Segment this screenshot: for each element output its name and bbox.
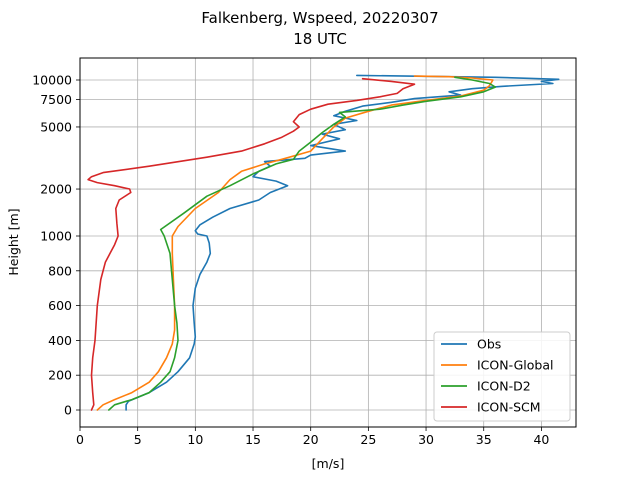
x-tick-label: 25 xyxy=(360,432,376,447)
x-tick-label: 10 xyxy=(187,432,203,447)
legend-entry-label: ICON-SCM xyxy=(477,400,541,415)
x-tick-label: 35 xyxy=(476,432,492,447)
series-line-icon-scm xyxy=(87,77,416,411)
chart-subtitle: 18 UTC xyxy=(293,30,347,48)
grid xyxy=(79,58,576,427)
y-axis-label: Height [m] xyxy=(6,208,21,275)
y-tick-label: 200 xyxy=(48,368,72,383)
y-tick-label: 0 xyxy=(64,403,72,418)
y-tick-label: 400 xyxy=(48,333,72,348)
legend-entry-label: ICON-Global xyxy=(477,358,553,373)
legend-entry-label: Obs xyxy=(477,337,501,352)
x-tick-label: 40 xyxy=(533,432,549,447)
series-line-icon-global xyxy=(96,75,494,411)
series-line-obs xyxy=(125,74,560,411)
x-axis-label: [m/s] xyxy=(312,456,345,471)
chart-title: Falkenberg, Wspeed, 20220307 xyxy=(201,9,438,27)
x-tick-label: 20 xyxy=(303,432,319,447)
legend: Obs ICON-Global ICON-D2 ICON-SCM xyxy=(433,331,571,422)
y-tick-label: 600 xyxy=(48,298,72,313)
y-tick-label: 10000 xyxy=(32,73,72,88)
series-line-icon-d2 xyxy=(108,76,497,411)
x-tick-label: 0 xyxy=(76,432,84,447)
series-lines xyxy=(87,74,560,411)
x-tick-label: 5 xyxy=(134,432,142,447)
y-tick-label: 1000 xyxy=(40,229,72,244)
plot-area-frame xyxy=(79,57,577,428)
y-tick-label: 5000 xyxy=(40,119,72,134)
x-tick-label: 30 xyxy=(418,432,434,447)
y-tick-label: 2000 xyxy=(40,182,72,197)
legend-entry-label: ICON-D2 xyxy=(477,379,531,394)
axis-ticks: 0 5 10 15 20 25 30 35 40020040060080010002000500… xyxy=(32,73,549,448)
y-tick-label: 7500 xyxy=(40,92,72,107)
legend-box xyxy=(433,331,571,422)
x-tick-label: 15 xyxy=(245,432,261,447)
y-tick-label: 800 xyxy=(48,263,72,278)
